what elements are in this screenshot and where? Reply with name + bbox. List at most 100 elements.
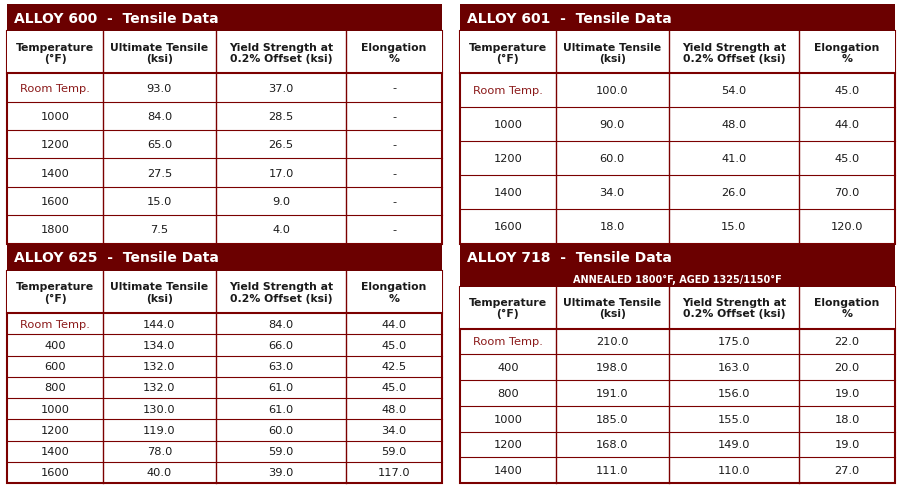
Text: -: - (392, 83, 396, 93)
Text: 45.0: 45.0 (382, 383, 407, 393)
Text: 155.0: 155.0 (718, 414, 750, 424)
Bar (7, 32, 442, 74)
Text: 93.0: 93.0 (147, 83, 172, 93)
Text: 1200: 1200 (493, 154, 522, 164)
Text: Yield Strength at
0.2% Offset (ksi): Yield Strength at 0.2% Offset (ksi) (229, 282, 333, 303)
Text: 120.0: 120.0 (831, 222, 863, 232)
Text: 134.0: 134.0 (143, 340, 176, 350)
Text: 59.0: 59.0 (269, 447, 294, 456)
Text: 27.5: 27.5 (147, 168, 172, 178)
Text: 61.0: 61.0 (269, 383, 294, 393)
Bar (460, 32, 895, 74)
Text: 34.0: 34.0 (382, 425, 407, 435)
Text: -: - (392, 112, 396, 122)
Text: 28.5: 28.5 (269, 112, 294, 122)
Text: Ultimate Tensile
(ksi): Ultimate Tensile (ksi) (110, 42, 208, 64)
Text: 400: 400 (44, 340, 66, 350)
Text: 40.0: 40.0 (147, 468, 172, 477)
Text: 1400: 1400 (41, 168, 69, 178)
Text: 15.0: 15.0 (722, 222, 747, 232)
Text: 48.0: 48.0 (722, 120, 747, 130)
Text: 7.5: 7.5 (151, 225, 169, 235)
Text: 19.0: 19.0 (834, 440, 860, 449)
Text: Yield Strength at
0.2% Offset (ksi): Yield Strength at 0.2% Offset (ksi) (682, 297, 786, 319)
Text: 90.0: 90.0 (600, 120, 625, 130)
Text: 26.5: 26.5 (269, 140, 294, 150)
Text: 111.0: 111.0 (596, 465, 629, 475)
Text: Room Temp.: Room Temp. (473, 86, 543, 96)
Text: ALLOY 718  -  Tensile Data: ALLOY 718 - Tensile Data (466, 251, 671, 264)
Text: 45.0: 45.0 (834, 86, 860, 96)
Bar (7, 244, 442, 271)
Text: Room Temp.: Room Temp. (473, 337, 543, 347)
Text: 17.0: 17.0 (269, 168, 294, 178)
Bar (460, 244, 895, 271)
Text: 26.0: 26.0 (722, 188, 747, 198)
Text: 1000: 1000 (41, 112, 69, 122)
Text: ALLOY 625  -  Tensile Data: ALLOY 625 - Tensile Data (14, 251, 218, 264)
Text: 39.0: 39.0 (269, 468, 294, 477)
Text: 800: 800 (497, 388, 519, 398)
Text: -: - (392, 140, 396, 150)
Text: 1200: 1200 (493, 440, 522, 449)
Text: 1000: 1000 (493, 120, 522, 130)
Text: 149.0: 149.0 (718, 440, 750, 449)
Text: Room Temp.: Room Temp. (20, 319, 90, 329)
Bar (7, 271, 442, 483)
Text: 198.0: 198.0 (596, 363, 629, 372)
Text: 1400: 1400 (493, 465, 522, 475)
Text: ANNEALED 1800°F, AGED 1325/1150°F: ANNEALED 1800°F, AGED 1325/1150°F (573, 274, 782, 285)
Text: 70.0: 70.0 (834, 188, 860, 198)
Text: -: - (392, 168, 396, 178)
Text: 600: 600 (44, 362, 66, 371)
Text: Temperature
(°F): Temperature (°F) (16, 282, 94, 303)
Text: 144.0: 144.0 (143, 319, 176, 329)
Text: 185.0: 185.0 (596, 414, 629, 424)
Text: 65.0: 65.0 (147, 140, 172, 150)
Text: 4.0: 4.0 (272, 225, 290, 235)
Text: 163.0: 163.0 (718, 363, 750, 372)
Text: 1200: 1200 (41, 140, 69, 150)
Bar (7, 5, 442, 32)
Text: Ultimate Tensile
(ksi): Ultimate Tensile (ksi) (110, 282, 208, 303)
Text: 110.0: 110.0 (718, 465, 750, 475)
Bar (460, 271, 895, 287)
Text: 84.0: 84.0 (147, 112, 172, 122)
Bar (7, 32, 442, 244)
Text: 1600: 1600 (41, 197, 69, 206)
Text: 210.0: 210.0 (596, 337, 629, 347)
Text: 84.0: 84.0 (269, 319, 294, 329)
Text: 41.0: 41.0 (722, 154, 747, 164)
Text: 37.0: 37.0 (269, 83, 294, 93)
Text: 1600: 1600 (41, 468, 69, 477)
Text: 117.0: 117.0 (378, 468, 410, 477)
Text: 44.0: 44.0 (382, 319, 407, 329)
Text: 1000: 1000 (493, 414, 522, 424)
Text: 48.0: 48.0 (382, 404, 407, 414)
Text: 1000: 1000 (41, 404, 69, 414)
Text: 60.0: 60.0 (600, 154, 625, 164)
Text: 66.0: 66.0 (269, 340, 294, 350)
Text: Room Temp.: Room Temp. (20, 83, 90, 93)
Text: 20.0: 20.0 (834, 363, 860, 372)
Text: 19.0: 19.0 (834, 388, 860, 398)
Text: 191.0: 191.0 (596, 388, 629, 398)
Bar (7, 271, 442, 313)
Text: 18.0: 18.0 (834, 414, 860, 424)
Text: Yield Strength at
0.2% Offset (ksi): Yield Strength at 0.2% Offset (ksi) (229, 42, 333, 64)
Text: 800: 800 (44, 383, 66, 393)
Text: Ultimate Tensile
(ksi): Ultimate Tensile (ksi) (563, 297, 661, 319)
Text: 1800: 1800 (41, 225, 69, 235)
Text: 1200: 1200 (41, 425, 69, 435)
Text: 42.5: 42.5 (382, 362, 407, 371)
Text: 45.0: 45.0 (834, 154, 860, 164)
Text: 1600: 1600 (493, 222, 522, 232)
Bar (460, 32, 895, 244)
Text: 168.0: 168.0 (596, 440, 629, 449)
Text: 119.0: 119.0 (143, 425, 176, 435)
Text: Temperature
(°F): Temperature (°F) (469, 42, 547, 64)
Text: 1400: 1400 (493, 188, 522, 198)
Bar (460, 287, 895, 483)
Text: 63.0: 63.0 (269, 362, 294, 371)
Text: 45.0: 45.0 (382, 340, 407, 350)
